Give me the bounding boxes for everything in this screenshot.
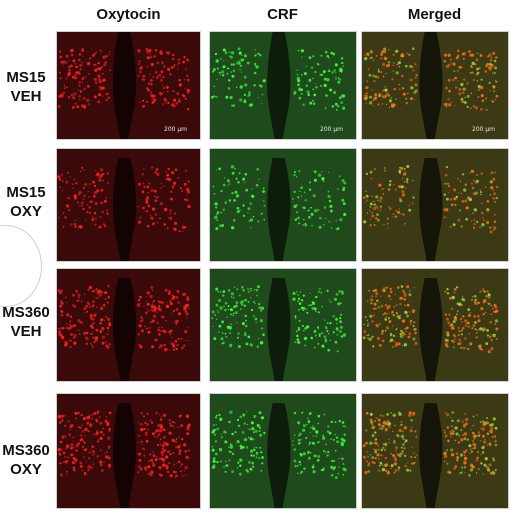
column-header-crf: CRF [267, 6, 298, 23]
ventricle [419, 32, 443, 139]
ventricle [112, 403, 137, 508]
row-label-line2: VEH [10, 323, 42, 340]
cell-dots [363, 47, 499, 111]
row-label-line1: MS15 [6, 184, 46, 201]
cell-dots [362, 285, 499, 354]
row-label-line1: MS15 [6, 69, 46, 86]
row-label-line1: MS360 [2, 304, 50, 321]
scale-bar-label: 200 µm [472, 126, 495, 133]
cell-dots [212, 165, 347, 231]
row-label-ms360-veh: MS360 VEH [0, 303, 52, 341]
panel-ms360-veh-oxytocin [56, 268, 201, 382]
panel-ms15-oxy-oxytocin [56, 148, 201, 262]
panel-ms360-veh-merged [361, 268, 509, 382]
panel-ms360-oxy-merged [361, 393, 509, 509]
cell-dots [57, 284, 190, 352]
ventricle [267, 32, 291, 139]
row-label-ms15-veh: MS15 VEH [0, 68, 52, 106]
panel-ms15-veh-crf: 200 µm [209, 31, 357, 140]
column-header-oxytocin: Oxytocin [96, 6, 161, 23]
panel-ms360-oxy-oxytocin [56, 393, 201, 509]
row-label-line2: OXY [10, 461, 42, 478]
scale-bar-label: 200 µm [164, 126, 187, 133]
ventricle [112, 157, 137, 261]
cell-dots [211, 285, 347, 353]
row-label-ms15-oxy: MS15 OXY [0, 183, 52, 221]
panel-ms360-veh-crf [209, 268, 357, 382]
panel-ms15-oxy-merged [361, 148, 509, 262]
ventricle [267, 157, 291, 261]
panel-ms15-oxy-crf [209, 148, 357, 262]
row-label-line2: VEH [10, 88, 42, 105]
panel-ms15-veh-oxytocin: 200 µm [56, 31, 201, 140]
ventricle [419, 277, 443, 381]
cell-dots [57, 47, 191, 111]
panel-ms360-oxy-crf [209, 393, 357, 509]
column-header-merged: Merged [407, 6, 462, 23]
ventricle [419, 157, 443, 261]
ventricle [267, 403, 291, 508]
scale-bar-label: 200 µm [320, 126, 343, 133]
cell-dots [210, 47, 346, 111]
row-label-ms360-oxy: MS360 OXY [0, 441, 52, 479]
ventricle [419, 403, 443, 508]
ventricle [267, 277, 291, 381]
cell-dots [362, 411, 498, 477]
ventricle [112, 277, 137, 381]
cell-dots [57, 166, 191, 233]
decorative-outline [0, 225, 42, 307]
cell-dots [57, 410, 191, 478]
cell-dots [363, 165, 499, 234]
ventricle [112, 32, 137, 139]
cell-dots [211, 410, 347, 479]
row-label-line1: MS360 [2, 442, 50, 459]
panel-ms15-veh-merged: 200 µm [361, 31, 509, 140]
row-label-line2: OXY [10, 203, 42, 220]
